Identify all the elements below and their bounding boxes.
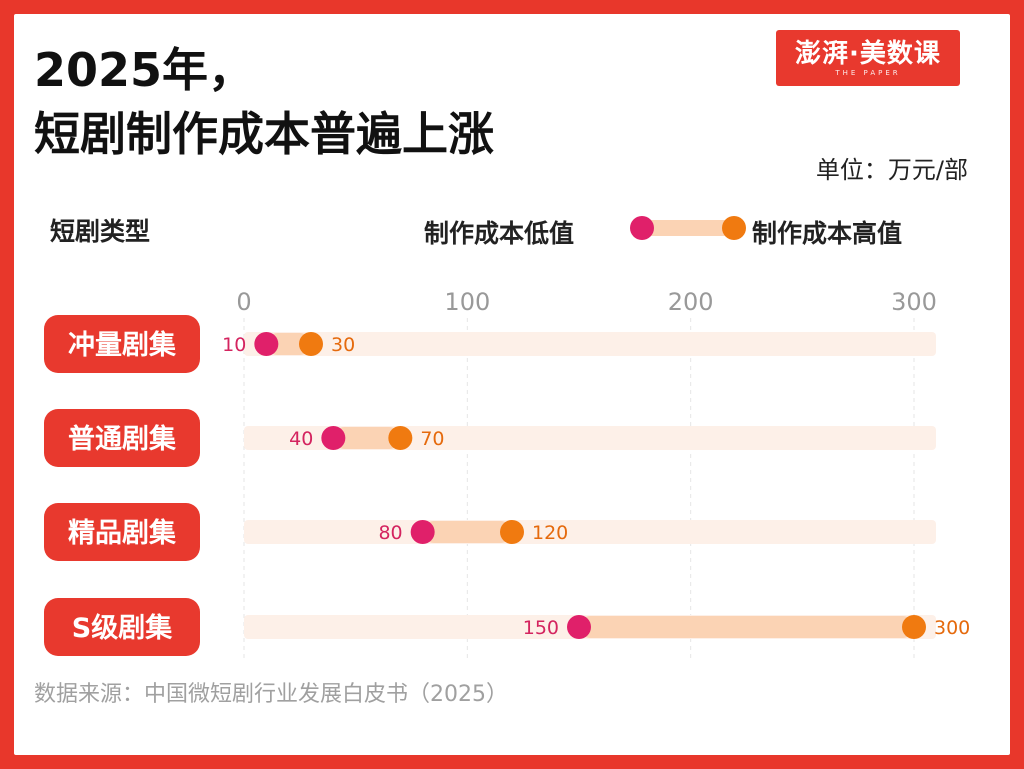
category-label: 普通剧集	[68, 423, 177, 455]
tick-label-100: 100	[444, 288, 490, 316]
source-note: 数据来源：中国微短剧行业发展白皮书（2025）	[34, 682, 508, 707]
high-value-label: 120	[532, 522, 568, 544]
low-value-label: 150	[523, 617, 559, 639]
high-dot	[299, 332, 323, 356]
title-line-2: 短剧制作成本普遍上涨	[34, 107, 494, 161]
logo-subtext: THE PAPER	[835, 68, 901, 77]
range-bar	[422, 521, 512, 543]
legend-low-dot	[630, 216, 654, 240]
logo-text: 澎湃·美数课	[795, 38, 941, 69]
low-dot	[567, 615, 591, 639]
category-badge	[44, 315, 200, 373]
low-value-label: 80	[378, 522, 402, 544]
range-bar	[579, 616, 914, 638]
low-value-label: 40	[289, 428, 313, 450]
category-badge	[44, 503, 200, 561]
row-track	[244, 332, 936, 356]
category-badge	[44, 598, 200, 656]
low-dot	[321, 426, 346, 450]
logo: 澎湃·美数课 THE PAPER	[776, 30, 960, 86]
tick-label-200: 200	[668, 288, 714, 316]
high-value-label: 300	[934, 617, 970, 639]
unit-label: 单位：万元/部	[815, 156, 968, 184]
high-dot	[500, 520, 524, 544]
range-bar	[333, 427, 401, 449]
category-label: 精品剧集	[68, 517, 177, 549]
legend-high-dot	[722, 216, 746, 240]
legend-low-label: 制作成本低值	[424, 219, 575, 248]
low-dot	[410, 520, 435, 544]
legend-high-label: 制作成本高值	[752, 219, 903, 248]
row-track	[244, 426, 936, 450]
high-value-label: 70	[420, 428, 444, 450]
low-dot	[254, 332, 279, 356]
category-label: 冲量剧集	[68, 329, 177, 361]
category-label: S级剧集	[72, 612, 173, 644]
chart-title: 2025年， 短剧制作成本普遍上涨	[34, 38, 494, 166]
legend-swatch	[630, 216, 746, 240]
row-track	[244, 520, 936, 544]
tick-label-300: 300	[891, 288, 937, 316]
category-header: 短剧类型	[50, 217, 151, 246]
high-value-label: 30	[331, 334, 355, 356]
legend-range-bar	[642, 220, 734, 236]
high-dot	[388, 426, 413, 450]
tick-label-0: 0	[236, 288, 251, 316]
range-bar	[266, 333, 311, 355]
low-value-label: 10	[222, 334, 246, 356]
title-line-1: 2025年，	[34, 43, 255, 97]
category-badge	[44, 409, 200, 467]
high-dot	[902, 615, 926, 639]
